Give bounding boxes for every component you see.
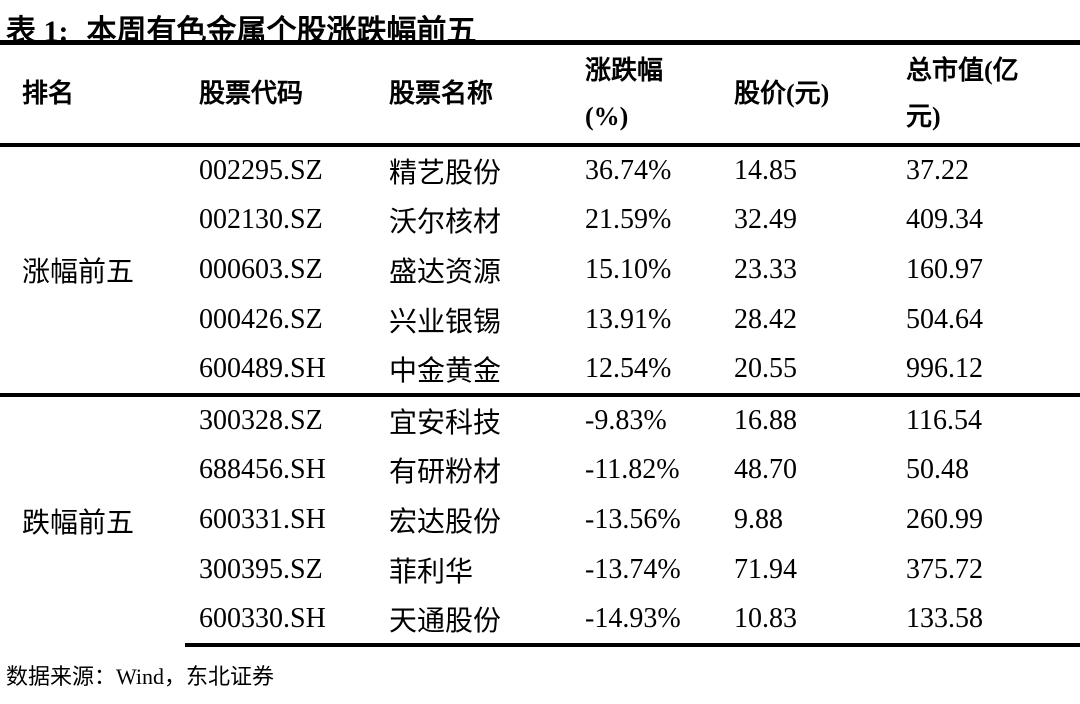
cell-code: 600489.SH — [199, 353, 326, 384]
cell-mcap: 160.97 — [906, 254, 983, 285]
cell-price: 20.55 — [734, 353, 797, 384]
cell-code: 688456.SH — [199, 454, 326, 485]
cell-price: 32.49 — [734, 204, 797, 235]
cell-code: 002295.SZ — [199, 155, 323, 186]
cell-name: 兴业银锡 — [389, 307, 502, 338]
cell-code: 000603.SZ — [199, 254, 323, 285]
cell-price: 14.85 — [734, 155, 797, 186]
cell-change: -9.83% — [575, 393, 725, 445]
cell-price: 71.94 — [734, 554, 797, 585]
cell-change: 15.10% — [585, 254, 672, 285]
cell-mcap: 996.12 — [906, 353, 983, 384]
cell-name: 沃尔核材 — [389, 207, 502, 238]
cell-change: -13.56% — [585, 504, 681, 535]
table-row: 跌幅前五 300328.SZ 宜安科技 -9.83% 16.88 116.54 — [0, 393, 1080, 645]
header-price: 股价(元) — [725, 45, 900, 147]
header-mcap-line2: 元) — [906, 102, 941, 131]
cell-name: 有研粉材 — [389, 457, 502, 488]
header-mcap: 总市值(亿元) — [900, 45, 1080, 147]
cell-price: 9.88 — [734, 504, 783, 535]
header-row: 排名 股票代码 股票名称 涨跌幅 (%) 股价(元) 总市值(亿元) — [0, 45, 1080, 147]
cell-code: 600331.SH — [199, 504, 326, 535]
header-change-line1: 涨跌幅 — [585, 56, 664, 85]
header-mcap-line1: 总市值(亿 — [906, 56, 1019, 85]
cell-name: 天通股份 — [385, 595, 575, 647]
cell-code: 300328.SZ — [185, 393, 385, 445]
cell-mcap: 37.22 — [906, 155, 969, 186]
cell-change: -14.93% — [575, 595, 725, 647]
cell-mcap: 133.58 — [900, 595, 1080, 647]
cell-price: 28.42 — [734, 304, 797, 335]
table-row: 600330.SH 天通股份 -14.93% 10.83 133.58 — [0, 595, 1080, 647]
table-title: 表 1: 本周有色金属个股涨跌幅前五 — [0, 0, 1080, 48]
table-title-text: 本周有色金属个股涨跌幅前五 — [86, 15, 477, 48]
cell-name: 盛达资源 — [389, 257, 502, 288]
stock-change-table: 排名 股票代码 股票名称 涨跌幅 (%) 股价(元) 总市值(亿元) — [0, 45, 1080, 647]
cell-price: 10.83 — [725, 595, 900, 647]
cell-name: 宜安科技 — [385, 393, 575, 445]
table-row: 000426.SZ 兴业银锡 13.91% 28.42 504.64 — [0, 295, 1080, 345]
cell-mcap: 50.48 — [906, 454, 969, 485]
header-price-line1: 股价(元) — [734, 79, 830, 108]
cell-mcap: 116.54 — [900, 393, 1080, 445]
cell-change: 12.54% — [585, 353, 672, 384]
table-row: 000603.SZ 盛达资源 15.10% 23.33 160.97 — [0, 245, 1080, 295]
table-row: 688456.SH 有研粉材 -11.82% 48.70 50.48 — [0, 445, 1080, 495]
cell-mcap: 504.64 — [906, 304, 983, 335]
header-name-line1: 股票名称 — [389, 79, 494, 108]
table-row: 300395.SZ 菲利华 -13.74% 71.94 375.72 — [0, 545, 1080, 595]
cell-mcap: 375.72 — [906, 554, 983, 585]
cell-code: 002130.SZ — [199, 204, 323, 235]
header-code: 股票代码 — [185, 45, 385, 147]
header-rank: 排名 — [0, 45, 185, 147]
group-label-gainers: 涨幅前五 — [22, 257, 135, 288]
header-name: 股票名称 — [385, 45, 575, 147]
cell-code: 000426.SZ — [199, 304, 323, 335]
table-row: 600331.SH 宏达股份 -13.56% 9.88 260.99 — [0, 495, 1080, 545]
header-code-line1: 股票代码 — [199, 79, 304, 108]
cell-price: 16.88 — [725, 393, 900, 445]
table-row: 600489.SH 中金黄金 12.54% 20.55 996.12 — [0, 345, 1080, 395]
header-change: 涨跌幅 (%) — [575, 45, 725, 147]
cell-code: 300395.SZ — [199, 554, 323, 585]
cell-change: 36.74% — [585, 155, 672, 186]
header-change-line2: (%) — [585, 102, 629, 131]
cell-code: 600330.SH — [185, 595, 385, 647]
cell-name: 中金黄金 — [389, 356, 502, 387]
cell-name: 菲利华 — [389, 557, 474, 588]
cell-name: 精艺股份 — [389, 158, 502, 189]
cell-change: -11.82% — [585, 454, 680, 485]
cell-price: 23.33 — [734, 254, 797, 285]
data-source-note: 数据来源：Wind，东北证券 — [6, 664, 274, 689]
cell-change: -13.74% — [585, 554, 681, 585]
cell-mcap: 409.34 — [906, 204, 983, 235]
cell-price: 48.70 — [734, 454, 797, 485]
group-label-losers: 跌幅前五 — [0, 393, 185, 645]
cell-name: 宏达股份 — [389, 507, 502, 538]
table-row: 涨幅前五 002295.SZ 精艺股份 36.74% 14.85 37.22 — [0, 145, 1080, 288]
cell-change: 13.91% — [585, 304, 672, 335]
table-title-label: 表 1: — [6, 15, 69, 48]
cell-change: 21.59% — [585, 204, 672, 235]
header-rank-line1: 排名 — [22, 79, 75, 108]
table-row: 002130.SZ 沃尔核材 21.59% 32.49 409.34 — [0, 195, 1080, 245]
cell-mcap: 260.99 — [906, 504, 983, 535]
